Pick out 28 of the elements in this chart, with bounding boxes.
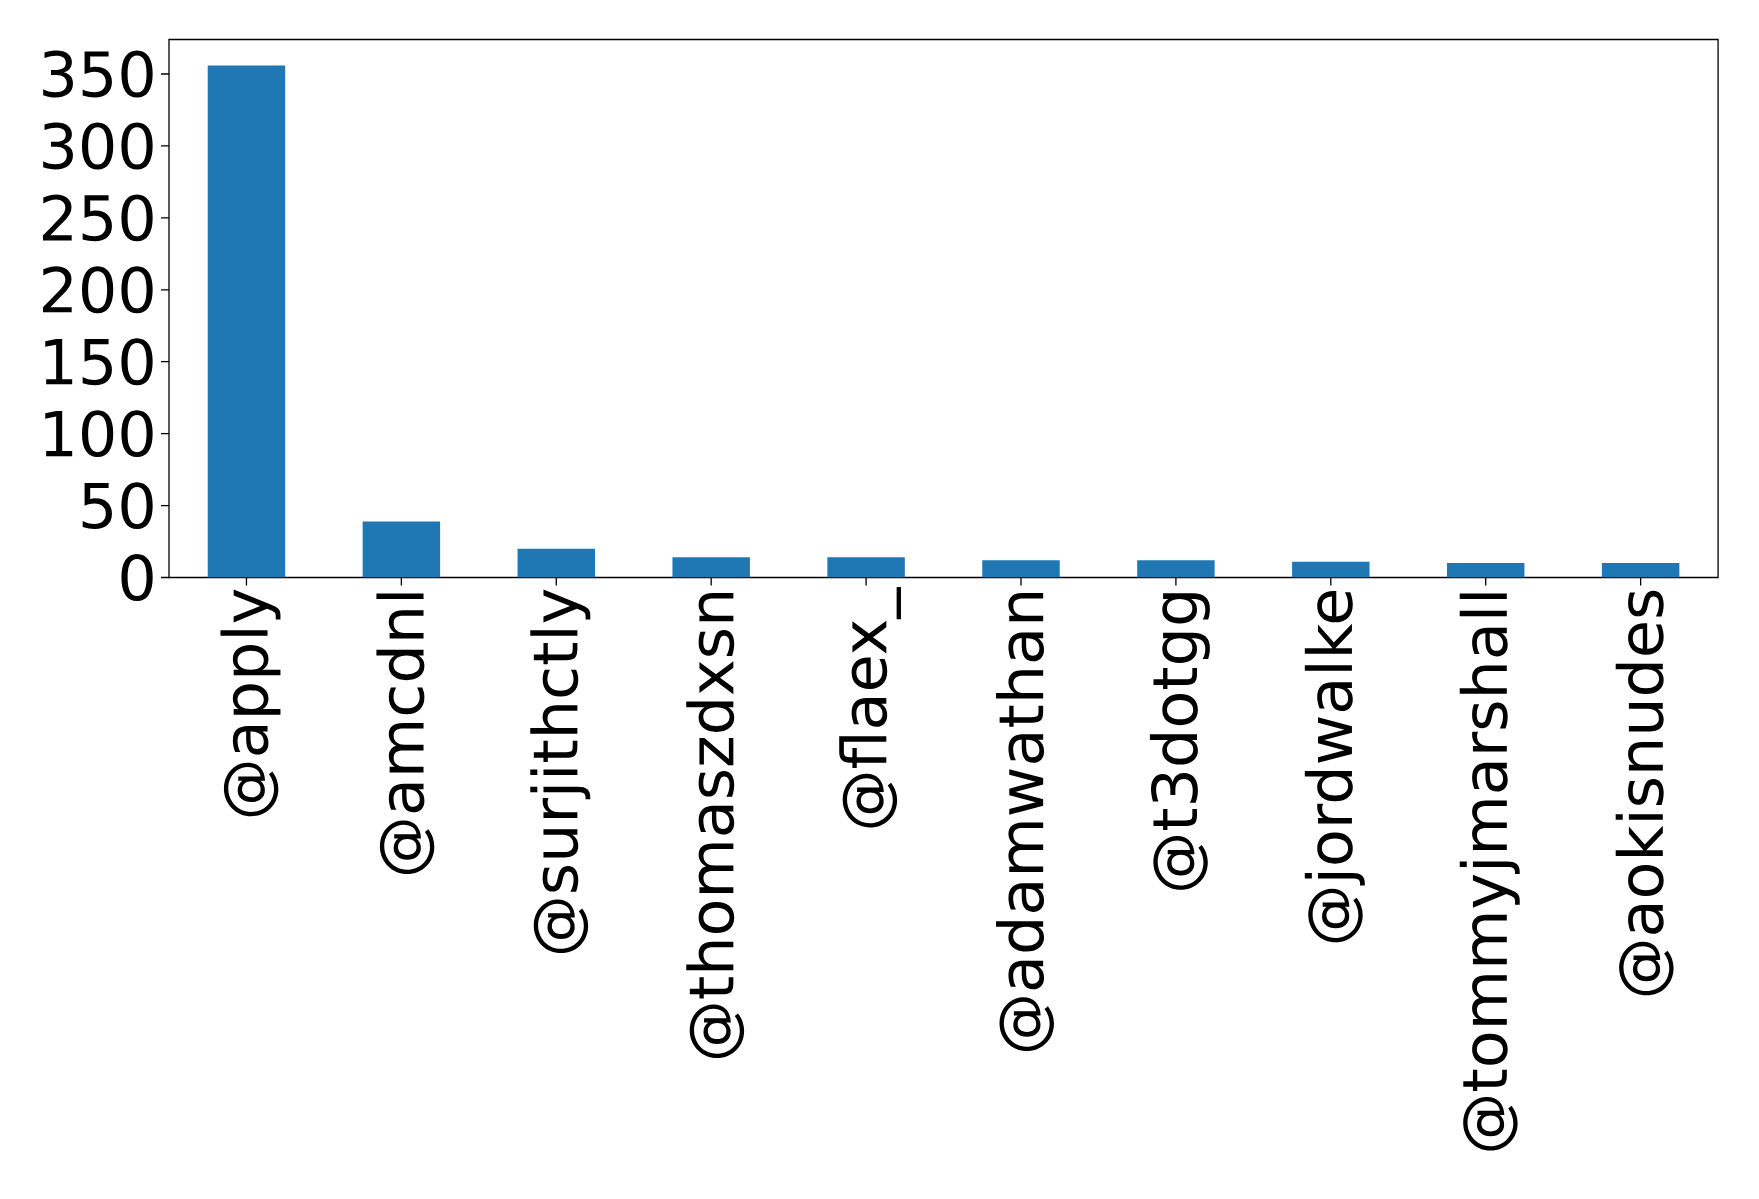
x-tick-label: @amcdnl <box>376 593 435 874</box>
x-tick-label: @t3dotgg <box>1149 593 1210 890</box>
y-tick-label: 250 <box>43 194 153 242</box>
y-tick-label: 50 <box>82 482 153 530</box>
bar <box>1446 563 1525 578</box>
bar <box>1137 560 1215 578</box>
bar <box>207 65 286 578</box>
y-tick-label: 0 <box>121 554 153 601</box>
bar <box>827 557 905 578</box>
y-tick-label: 200 <box>43 266 153 314</box>
x-tick-label: @jordwalke <box>1304 590 1365 943</box>
x-tick-label: @thomaszdxsn <box>686 592 745 1059</box>
y-tick-label: 100 <box>45 410 153 458</box>
y-tick-label: 150 <box>45 338 153 386</box>
x-tick-label: @aokisnudes <box>1615 590 1674 996</box>
y-tick-label: 300 <box>43 122 153 170</box>
bar <box>1292 561 1370 578</box>
bar <box>362 521 441 578</box>
x-tick-label: @apply <box>220 589 281 817</box>
x-tick-label: @tommyjmarshall <box>1459 593 1520 1151</box>
x-tick-label: @flaex_ <box>839 587 901 828</box>
x-tick-label: @surjithctly <box>530 589 591 954</box>
y-tick-label: 350 <box>43 50 153 98</box>
bar <box>672 557 750 578</box>
bar <box>982 560 1060 578</box>
x-tick-label: @adamwathan <box>996 592 1054 1051</box>
bar <box>1601 563 1680 578</box>
bar <box>517 548 595 578</box>
